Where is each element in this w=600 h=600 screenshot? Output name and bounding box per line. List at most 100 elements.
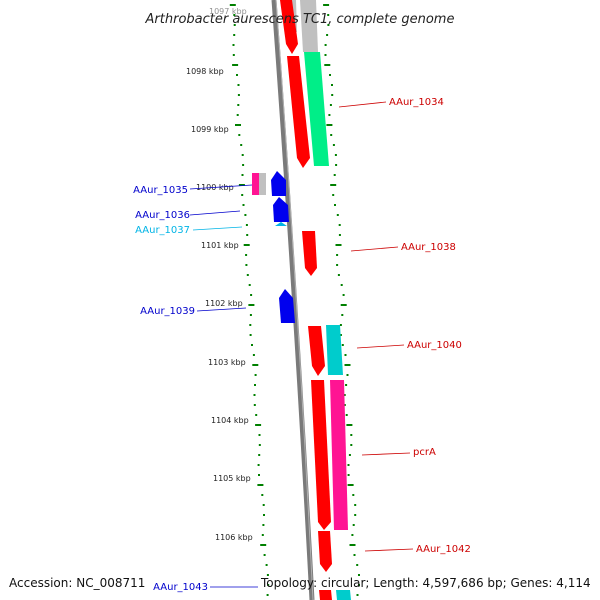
gc-dot: [232, 44, 235, 46]
gc-dot: [252, 364, 259, 366]
gene-feature-aaur-1035[interactable]: [271, 171, 286, 196]
feature-cog-top-right: [300, 0, 318, 52]
gc-dot: [249, 334, 252, 336]
gene-feature-aaur-1034[interactable]: [287, 56, 310, 168]
tick-label: 1106 kbp: [215, 533, 253, 542]
gc-dot: [342, 294, 345, 296]
gene-feature-aaur-1035-magenta[interactable]: [252, 173, 259, 195]
gc-dot: [330, 134, 333, 136]
gc-dot: [232, 64, 239, 66]
tick-label: 1097 kbp: [209, 7, 247, 16]
gc-dot: [346, 424, 353, 426]
gc-dot: [258, 444, 261, 446]
diagram-title: Arthrobacter aurescens TC1, complete gen…: [145, 12, 455, 27]
gc-dot: [344, 364, 351, 366]
gc-dot: [338, 234, 341, 236]
gene-label-aaur-1035[interactable]: AAur_1035: [133, 185, 188, 196]
gc-dot: [246, 274, 249, 276]
gc-dot: [346, 374, 349, 376]
gene-feature-aaur-1037[interactable]: [275, 222, 287, 226]
gene-feature-aaur-1035-grey[interactable]: [259, 173, 266, 195]
topology-text: Topology: circular; Length: 4,597,686 bp…: [260, 576, 591, 590]
tick-label: 1101 kbp: [201, 241, 239, 250]
gc-dot: [347, 484, 354, 486]
gene-feature-pcra[interactable]: [311, 380, 331, 530]
gene-label-pcra[interactable]: pcrA: [413, 447, 436, 458]
gene-label-aaur-1034[interactable]: AAur_1034: [389, 97, 444, 108]
gc-dot: [238, 134, 241, 136]
gc-dot: [237, 94, 240, 96]
gc-dot: [265, 564, 268, 566]
gc-dot: [323, 4, 330, 6]
gc-dot: [353, 554, 356, 556]
gc-dot: [246, 234, 249, 236]
accession-text: Accession: NC_008711: [9, 576, 145, 590]
tick-label: 1105 kbp: [213, 474, 251, 483]
gene-feature-aaur-1042[interactable]: [318, 531, 332, 572]
gc-dot: [233, 24, 236, 26]
gc-dot: [329, 74, 331, 76]
gc-dot: [335, 164, 338, 166]
gc-dot: [237, 84, 240, 86]
gc-dot: [354, 514, 357, 516]
gc-dot: [263, 514, 265, 516]
gc-dot: [243, 244, 250, 246]
gc-dot: [332, 144, 335, 146]
gc-dot: [241, 154, 244, 156]
gc-dot: [339, 334, 342, 336]
gc-dot: [350, 444, 353, 446]
gc-dot: [336, 214, 339, 216]
gene-leader-lines: [189, 101, 414, 588]
gc-dot: [331, 94, 334, 96]
gc-dot: [344, 354, 347, 356]
genome-backbone-highlight: [275, 0, 314, 600]
kbp-tick-labels: 1097 kbp 1098 kbp 1099 kbp 1100 kbp 1101…: [186, 7, 253, 542]
gene-feature-aaur-1036[interactable]: [273, 197, 289, 222]
gene-feature-aaur-1038[interactable]: [302, 231, 317, 276]
gene-cog-aaur-1040[interactable]: [326, 325, 343, 375]
gc-dot: [249, 314, 252, 316]
gc-dot: [334, 204, 336, 206]
gc-dot: [266, 594, 269, 596]
gc-dot: [235, 124, 241, 126]
gene-cog-pcra[interactable]: [330, 380, 348, 530]
gc-dot: [326, 124, 333, 126]
gc-dot: [261, 494, 264, 496]
gc-dot: [343, 394, 346, 396]
gc-dot: [245, 254, 248, 256]
gc-dot: [352, 494, 355, 496]
gc-dot: [337, 274, 340, 276]
gc-dot: [356, 594, 359, 596]
gc-dot: [252, 354, 255, 356]
gc-dot: [262, 524, 265, 526]
gene-label-aaur-1042[interactable]: AAur_1042: [416, 544, 471, 555]
gc-dot: [348, 454, 351, 456]
gene-label-aaur-1036[interactable]: AAur_1036: [135, 210, 190, 221]
gene-label-aaur-1043[interactable]: AAur_1043: [153, 582, 208, 593]
gc-dot: [254, 384, 256, 386]
gene-cog-aaur-1034[interactable]: [304, 52, 329, 166]
gc-dot: [255, 414, 258, 416]
gc-dot: [332, 194, 335, 196]
tick-label: 1098 kbp: [186, 67, 224, 76]
gene-label-aaur-1038[interactable]: AAur_1038: [401, 242, 456, 253]
genome-backbone: [271, 0, 315, 600]
gc-dot: [258, 454, 261, 456]
gc-dot: [338, 224, 341, 226]
gc-dot: [330, 184, 337, 186]
gene-feature-aaur-1034-top[interactable]: [280, 0, 298, 54]
gc-dot: [324, 54, 327, 56]
gc-dot: [250, 294, 253, 296]
gene-feature-aaur-1040[interactable]: [308, 326, 325, 376]
gc-dot: [329, 104, 332, 106]
gc-dot: [258, 474, 260, 476]
gc-dot: [358, 574, 360, 576]
gene-feature-aaur-1039[interactable]: [279, 289, 295, 323]
gene-label-aaur-1040[interactable]: AAur_1040: [407, 340, 462, 351]
gc-dot: [327, 14, 330, 16]
gc-dot: [251, 344, 253, 346]
gene-label-aaur-1039[interactable]: AAur_1039: [140, 306, 195, 317]
gc-dot: [233, 14, 236, 16]
gene-label-aaur-1037[interactable]: AAur_1037: [135, 225, 190, 236]
gc-dot: [266, 574, 269, 576]
